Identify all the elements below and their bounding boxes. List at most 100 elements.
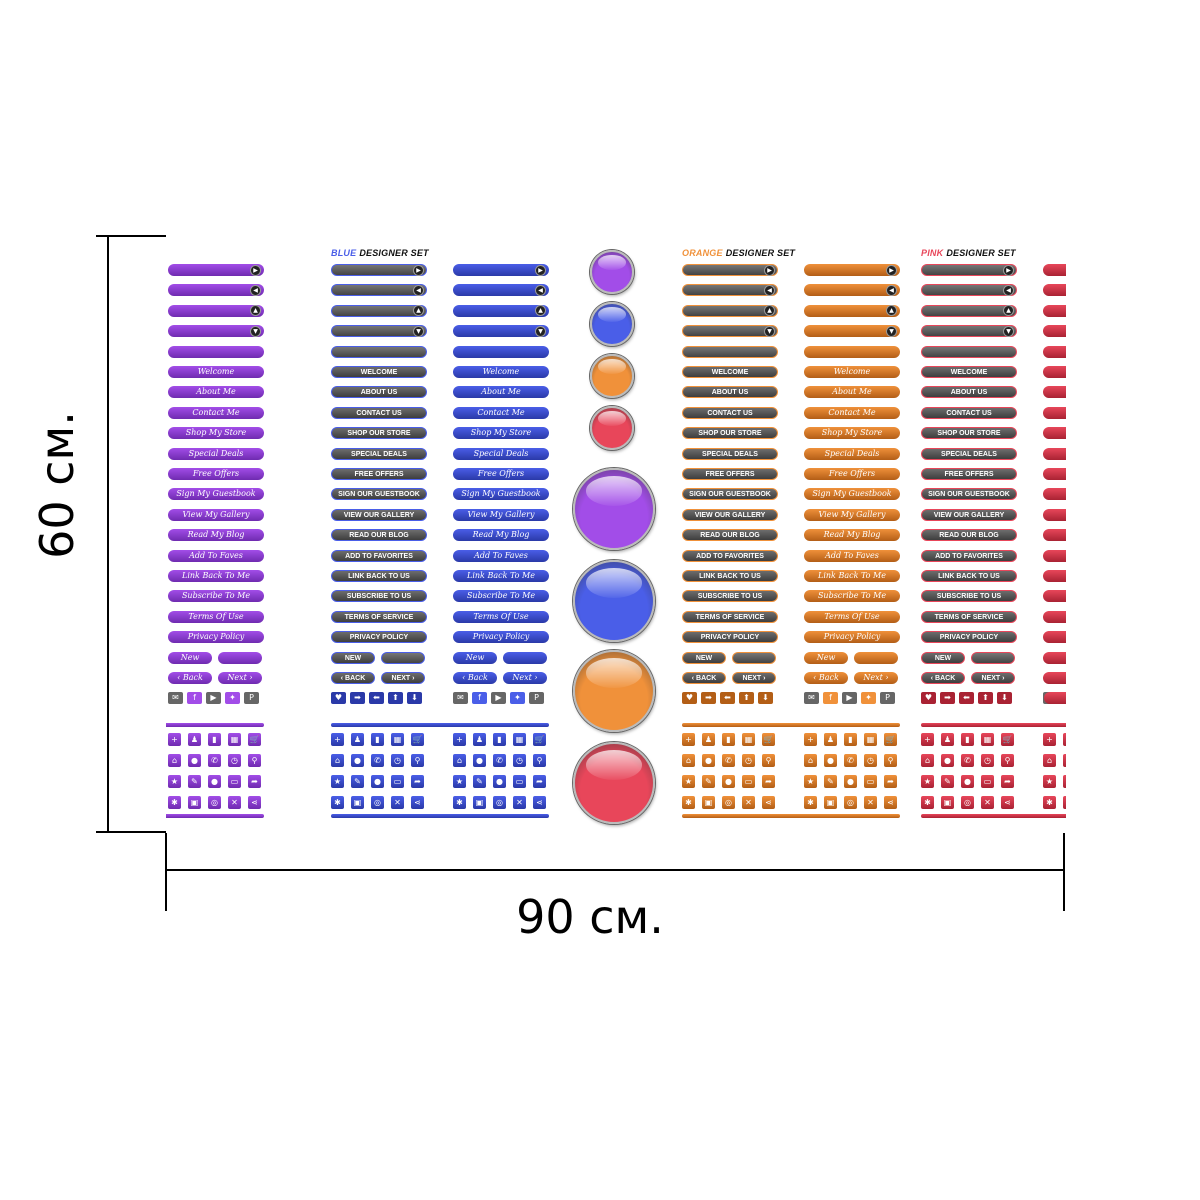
tool-icon-tile[interactable]: ✕	[513, 796, 526, 809]
arrow-control-icon[interactable]: ▼	[250, 325, 261, 337]
tool-icon-tile[interactable]: ●	[208, 775, 221, 788]
blank-control-gray[interactable]	[331, 304, 427, 317]
social-icon-button[interactable]: ✉	[804, 692, 819, 705]
arrow-control-icon[interactable]: ▲	[886, 305, 897, 317]
tool-icon-tile[interactable]: ●	[722, 775, 735, 788]
nav-button-script[interactable]: About Me	[453, 386, 549, 399]
social-icon-button[interactable]: ✉	[453, 692, 468, 705]
nav-button-script[interactable]: Special Deals	[804, 447, 900, 460]
tool-icon-tile[interactable]: ▮	[844, 733, 857, 746]
nav-button-caps[interactable]: CONTACT US	[921, 406, 1017, 419]
tool-icon-tile[interactable]: ✕	[391, 796, 404, 809]
arrow-control-icon[interactable]: ▶	[886, 264, 897, 276]
nav-button-caps[interactable]: READ OUR BLOG	[331, 529, 427, 542]
back-button-script[interactable]: ‹ Back	[804, 672, 848, 684]
new-button[interactable]: NEW	[331, 651, 375, 664]
blank-control-gray[interactable]	[331, 325, 427, 338]
tool-icon-tile[interactable]: ▮	[961, 733, 974, 746]
social-icon-button[interactable]: f	[472, 692, 487, 705]
nav-button-caps[interactable]: PRIVACY POLICY	[682, 631, 778, 644]
nav-button-caps[interactable]: SPECIAL DEALS	[682, 447, 778, 460]
nav-button-caps[interactable]: VIEW OUR GALLERY	[682, 508, 778, 521]
nav-button-caps[interactable]: PRIVACY POLICY	[921, 631, 1017, 644]
tool-icon-tile[interactable]: ✆	[722, 754, 735, 767]
tool-icon-tile[interactable]: ✕	[742, 796, 755, 809]
tool-icon-tile[interactable]: ▭	[513, 775, 526, 788]
tool-icon-tile[interactable]: ●	[1063, 754, 1066, 767]
nav-button-script[interactable]: Sign My Guestbook	[168, 488, 264, 501]
arrow-control-icon[interactable]: ▲	[764, 305, 775, 317]
arrow-control-icon[interactable]: ◀	[413, 284, 424, 296]
nav-button-script[interactable]: Read My Blog	[804, 529, 900, 542]
social-icon-button[interactable]: ✦	[510, 692, 525, 705]
arrow-control-icon[interactable]: ◀	[764, 284, 775, 296]
nav-button-caps[interactable]: TERMS OF SERVICE	[331, 610, 427, 623]
nav-button-caps[interactable]: TERMS OF SERVICE	[921, 610, 1017, 623]
tool-icon-tile[interactable]: ▦	[513, 733, 526, 746]
blank-control-color[interactable]	[453, 345, 549, 358]
tool-icon-tile[interactable]: ⋖	[248, 796, 261, 809]
tool-icon-tile[interactable]: ✆	[844, 754, 857, 767]
tool-icon-tile[interactable]: ♟	[351, 733, 364, 746]
blank-control-gray[interactable]	[921, 345, 1017, 358]
arrow-control-icon[interactable]: ▲	[535, 305, 546, 317]
large-orb-button[interactable]	[573, 560, 655, 642]
tool-icon-tile[interactable]: ●	[961, 775, 974, 788]
tool-icon-tile[interactable]: ◎	[844, 796, 857, 809]
tool-icon-tile[interactable]: ✆	[493, 754, 506, 767]
blank-small-button[interactable]	[971, 651, 1015, 664]
nav-button-script[interactable]: Sign My Guestbook	[804, 488, 900, 501]
next-button-script[interactable]: Next ›	[218, 672, 262, 684]
large-orb-button[interactable]	[573, 650, 655, 732]
tool-icon-tile[interactable]: 🛒	[248, 733, 261, 746]
social-icon-button[interactable]: ⬅	[720, 692, 735, 705]
tool-icon-tile[interactable]: ♟	[188, 733, 201, 746]
tool-icon-tile[interactable]: ▣	[188, 796, 201, 809]
nav-button-script[interactable]: Free Offers	[804, 468, 900, 480]
tool-icon-tile[interactable]: ⌂	[682, 754, 695, 767]
nav-button-script[interactable]: Shop My Store	[168, 427, 264, 440]
tool-icon-tile[interactable]: ▣	[824, 796, 837, 809]
arrow-control-icon[interactable]: ◀	[1003, 284, 1014, 296]
nav-button-caps[interactable]: VIEW OUR GALLERY	[921, 508, 1017, 521]
nav-button-caps[interactable]: FREE OFFERS	[921, 468, 1017, 480]
tool-icon-tile[interactable]: ✱	[804, 796, 817, 809]
tool-icon-tile[interactable]: ✱	[921, 796, 934, 809]
tool-icon-tile[interactable]: ⋖	[884, 796, 897, 809]
blank-small-button-color[interactable]	[503, 651, 547, 664]
nav-button-script[interactable]: Subscribe To Me	[168, 590, 264, 603]
arrow-control-icon[interactable]: ▶	[1003, 264, 1014, 276]
nav-button-caps[interactable]: LINK BACK TO US	[682, 570, 778, 582]
arrow-control-icon[interactable]: ▲	[1003, 305, 1014, 317]
nav-button-caps[interactable]: SHOP OUR STORE	[921, 427, 1017, 440]
social-icon-button[interactable]: ⬇	[758, 692, 773, 705]
tool-icon-tile[interactable]: ◎	[961, 796, 974, 809]
social-icon-button[interactable]: ⬇	[407, 692, 422, 705]
arrow-control-icon[interactable]: ▶	[764, 264, 775, 276]
nav-button-script[interactable]: Contact Me	[804, 406, 900, 419]
tool-icon-tile[interactable]: ➦	[411, 775, 424, 788]
social-icon-button[interactable]: ⬅	[959, 692, 974, 705]
small-orb-button[interactable]	[590, 302, 634, 346]
nav-button-caps[interactable]: SUBSCRIBE TO US	[682, 590, 778, 603]
tool-icon-tile[interactable]: ⚲	[533, 754, 546, 767]
tool-icon-tile[interactable]: ✎	[1063, 775, 1066, 788]
nav-button-caps[interactable]: VIEW OUR GALLERY	[331, 508, 427, 521]
tool-icon-tile[interactable]: ▣	[702, 796, 715, 809]
nav-button-caps[interactable]: SUBSCRIBE TO US	[921, 590, 1017, 603]
blank-control-color[interactable]	[453, 325, 549, 338]
tool-icon-tile[interactable]: ◷	[228, 754, 241, 767]
nav-button-caps[interactable]: WELCOME	[921, 366, 1017, 378]
tool-icon-tile[interactable]: ▦	[391, 733, 404, 746]
tool-icon-tile[interactable]: ◎	[208, 796, 221, 809]
nav-button-script[interactable]: Read My Blog	[168, 529, 264, 542]
blank-control-color[interactable]	[804, 284, 900, 297]
nav-button-script[interactable]: View My Gallery	[804, 508, 900, 521]
tool-icon-tile[interactable]: ➦	[762, 775, 775, 788]
nav-button-script[interactable]: Privacy Policy	[804, 631, 900, 644]
tool-icon-tile[interactable]: ●	[493, 775, 506, 788]
tool-icon-tile[interactable]: ⌂	[168, 754, 181, 767]
tool-icon-tile[interactable]: 🛒	[1001, 733, 1014, 746]
tool-icon-tile[interactable]: ▭	[742, 775, 755, 788]
new-button[interactable]: NEW	[682, 651, 726, 664]
